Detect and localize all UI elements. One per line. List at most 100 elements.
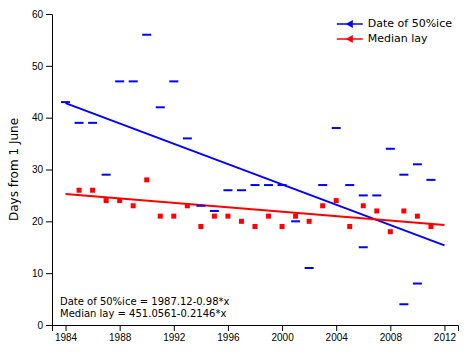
tick-mark — [228, 325, 229, 331]
point — [129, 80, 138, 82]
point — [415, 214, 420, 219]
tick: 1992 — [163, 325, 186, 343]
tick-label: 20 — [32, 216, 44, 227]
legend-symbol — [346, 35, 353, 43]
tick-mark — [282, 325, 283, 331]
tick-label: 2012 — [434, 332, 457, 343]
point — [237, 189, 246, 191]
point — [266, 214, 271, 219]
point — [169, 80, 178, 82]
tick-label: 1988 — [109, 332, 132, 343]
point — [117, 198, 122, 203]
tick: 60 — [32, 9, 52, 20]
point — [280, 224, 285, 229]
point — [77, 188, 82, 193]
chart: 1984 1988 1992 1996 2000 2004 2008 2012 0 10 20 30 4… — [0, 0, 474, 355]
tick-mark — [390, 325, 391, 331]
legend-item: Date of 50%ice — [337, 17, 452, 30]
tick-label: 10 — [32, 268, 44, 279]
marks — [61, 35, 444, 305]
legend-symbol — [346, 20, 353, 28]
annotation: Date of 50%ice = 1987.12-0.98*x — [60, 296, 230, 307]
point — [225, 214, 230, 219]
tick-label: 2004 — [326, 332, 349, 343]
point — [223, 189, 232, 191]
tick-mark — [46, 325, 52, 326]
axis-line — [46, 15, 53, 326]
tick: 1984 — [55, 325, 78, 343]
tick-label: 1984 — [55, 332, 78, 343]
point — [264, 184, 273, 186]
tick-label: 60 — [32, 9, 44, 20]
tick: 30 — [32, 164, 52, 175]
point — [334, 198, 339, 203]
tick: 40 — [32, 112, 52, 123]
point — [115, 80, 124, 82]
point — [61, 101, 70, 103]
point — [372, 194, 381, 196]
point — [428, 224, 433, 229]
point — [386, 148, 395, 150]
legend-item: Median lay — [337, 32, 428, 45]
tick-mark — [46, 170, 52, 171]
point — [131, 203, 136, 208]
tick: 50 — [32, 61, 52, 72]
tick-label: 40 — [32, 112, 44, 123]
legend-label: Median lay — [368, 32, 428, 45]
point — [291, 220, 300, 222]
tick: 2008 — [380, 325, 403, 343]
point — [413, 163, 422, 165]
point — [198, 224, 203, 229]
point — [401, 208, 406, 213]
point — [158, 214, 163, 219]
point — [399, 303, 408, 305]
tick-mark — [46, 273, 52, 274]
tick: 20 — [32, 216, 52, 227]
tick-label: 50 — [32, 61, 44, 72]
point — [332, 127, 341, 129]
tick: 10 — [32, 268, 52, 279]
point — [374, 208, 379, 213]
tick-mark — [444, 325, 445, 331]
tick-label: 2008 — [380, 332, 403, 343]
point — [185, 203, 190, 208]
tick-mark — [120, 325, 121, 331]
point — [171, 214, 176, 219]
legend-label: Date of 50%ice — [368, 17, 452, 30]
point — [144, 177, 149, 182]
point — [75, 122, 84, 124]
annotation: Median lay = 451.0561-0.2146*x — [60, 308, 226, 319]
point — [142, 34, 151, 36]
point — [251, 184, 260, 186]
y-axis: 0 10 20 30 40 50 60 — [32, 9, 53, 331]
point — [318, 184, 327, 186]
legend: Date of 50%ice Median lay — [337, 17, 452, 45]
tick-mark — [46, 14, 52, 15]
point — [359, 194, 368, 196]
point — [183, 137, 192, 139]
tick-mark — [46, 66, 52, 67]
axis-line — [53, 326, 459, 332]
tick: 0 — [37, 320, 52, 331]
tick: 2000 — [271, 325, 294, 343]
point — [278, 184, 287, 186]
tick-mark — [336, 325, 337, 331]
point — [104, 198, 109, 203]
point — [305, 267, 314, 269]
point — [320, 203, 325, 208]
tick: 1996 — [217, 325, 240, 343]
point — [88, 122, 97, 124]
tick-mark — [46, 221, 52, 222]
point — [359, 246, 368, 248]
tick: 1988 — [109, 325, 132, 343]
point — [239, 219, 244, 224]
tick-mark — [174, 325, 175, 331]
point — [426, 179, 435, 181]
point — [413, 283, 422, 285]
point — [156, 106, 165, 108]
tick-label: 1992 — [163, 332, 186, 343]
point — [347, 224, 352, 229]
point — [102, 174, 111, 176]
y-axis-title: Days from 1 June — [7, 118, 21, 221]
tick-mark — [46, 118, 52, 119]
